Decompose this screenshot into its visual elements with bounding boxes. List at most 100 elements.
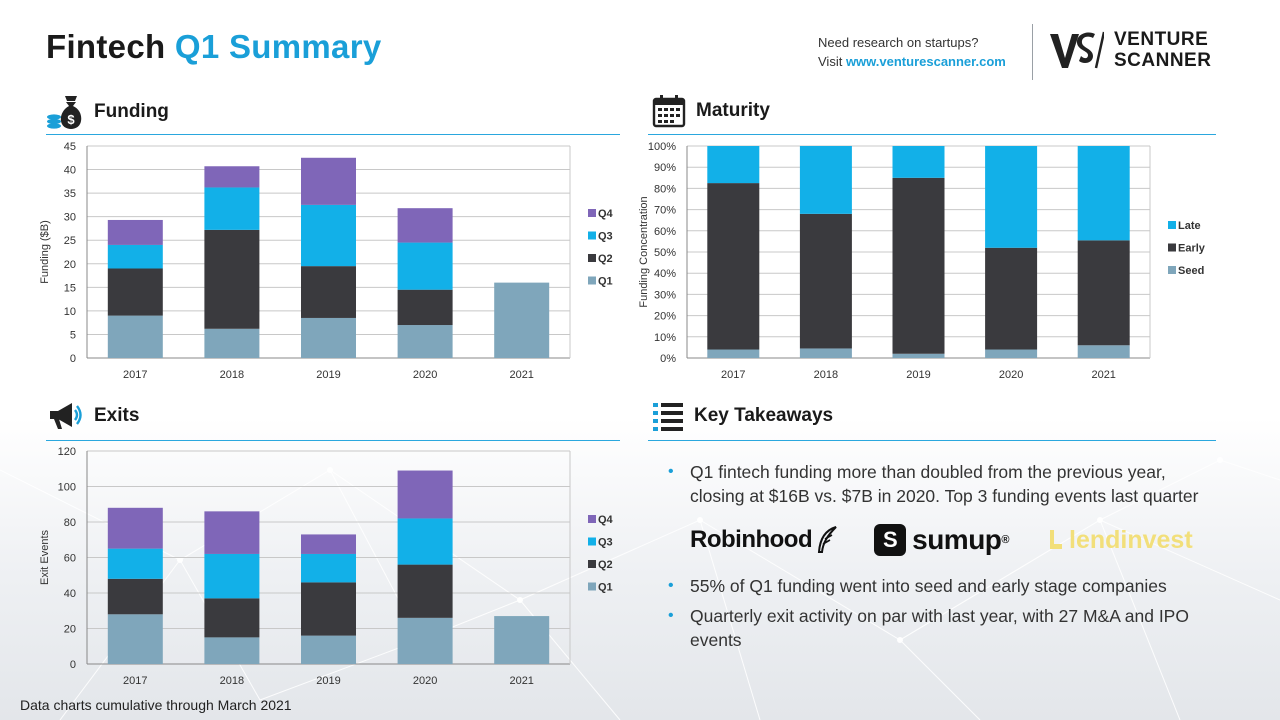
x-tick-label: 2019 bbox=[316, 369, 340, 381]
legend-swatch bbox=[588, 209, 596, 217]
bar-segment-seed bbox=[799, 348, 852, 358]
bar-segment-q2 bbox=[397, 289, 453, 326]
legend-label: Q4 bbox=[598, 208, 614, 220]
logo-wordmark: VENTURE SCANNER bbox=[1114, 29, 1211, 71]
bar-segment-early bbox=[985, 247, 1038, 350]
bar-segment-q1 bbox=[301, 635, 356, 664]
y-tick-label: 100% bbox=[648, 141, 676, 153]
bar-segment-q3 bbox=[107, 548, 163, 579]
y-tick-label: 20 bbox=[64, 624, 76, 636]
y-tick-label: 40 bbox=[64, 165, 76, 177]
y-tick-label: 0 bbox=[70, 353, 76, 365]
bar-segment-q2 bbox=[204, 229, 260, 329]
y-axis-label: Funding ($B) bbox=[39, 220, 51, 284]
bar-segment-q4 bbox=[204, 511, 260, 554]
vs-logo-mark bbox=[1050, 31, 1104, 69]
legend-swatch bbox=[588, 537, 596, 546]
bar-segment-q1 bbox=[204, 328, 260, 358]
bar-segment-q2 bbox=[301, 266, 356, 318]
y-tick-label: 45 bbox=[64, 141, 76, 153]
legend-swatch bbox=[588, 560, 596, 568]
y-axis-label: Funding Concentration bbox=[638, 196, 650, 307]
bar-segment-q3 bbox=[204, 187, 260, 230]
y-tick-label: 60 bbox=[64, 553, 76, 565]
y-tick-label: 25 bbox=[64, 235, 76, 247]
bar-segment-q3 bbox=[107, 244, 163, 269]
research-prefix: Visit bbox=[818, 54, 846, 69]
bar-segment-q1 bbox=[397, 617, 453, 664]
bullet-dot: • bbox=[668, 577, 674, 594]
x-tick-label: 2019 bbox=[906, 369, 930, 381]
bar-segment-q4 bbox=[301, 534, 356, 554]
svg-text:$: $ bbox=[67, 112, 75, 127]
y-tick-label: 0 bbox=[70, 659, 76, 671]
maturity-section-header: Maturity bbox=[652, 94, 770, 128]
x-tick-label: 2020 bbox=[413, 369, 437, 381]
legend-swatch bbox=[588, 231, 596, 240]
y-tick-label: 5 bbox=[70, 329, 76, 341]
x-tick-label: 2021 bbox=[509, 675, 533, 687]
exits-rule bbox=[46, 440, 620, 441]
legend-swatch bbox=[588, 515, 596, 523]
y-tick-label: 90% bbox=[654, 162, 676, 174]
legend-swatch bbox=[588, 582, 596, 591]
bar-segment-early bbox=[892, 177, 945, 354]
y-tick-label: 40% bbox=[654, 268, 676, 280]
page-title-part1: Fintech bbox=[46, 28, 166, 65]
x-tick-label: 2020 bbox=[413, 675, 437, 687]
sumup-s-icon: S bbox=[874, 524, 907, 556]
bar-segment-seed bbox=[985, 349, 1038, 358]
logo-line2: SCANNER bbox=[1114, 50, 1212, 71]
legend-label: Q3 bbox=[598, 231, 613, 243]
legend-swatch bbox=[1168, 221, 1176, 229]
x-tick-label: 2017 bbox=[721, 369, 745, 381]
takeaways-section-header: Key Takeaways bbox=[652, 400, 833, 432]
bar-segment-late bbox=[799, 146, 852, 214]
bar-segment-q4 bbox=[204, 166, 260, 188]
robinhood-wordmark: Robinhood bbox=[690, 526, 813, 553]
bar-segment-q3 bbox=[301, 204, 356, 267]
bar-segment-q4 bbox=[301, 157, 356, 205]
funding-section-title: Funding bbox=[94, 101, 169, 122]
bar-segment-seed bbox=[1077, 345, 1130, 358]
bar-segment-q3 bbox=[204, 553, 260, 599]
footer-note: Data charts cumulative through March 202… bbox=[20, 697, 292, 713]
maturity-chart: 0% 10% 20% 30% 40% 50% 60% 70% 80% 90% 100% Funding… bbox=[638, 141, 1206, 381]
venture-scanner-logo: VENTURE SCANNER bbox=[1048, 28, 1211, 72]
bar-segment-q4 bbox=[107, 507, 163, 549]
x-tick-label: 2020 bbox=[999, 369, 1023, 381]
research-question: Need research on startups? bbox=[818, 35, 979, 50]
calendar-icon bbox=[652, 94, 686, 128]
research-link[interactable]: www.venturescanner.com bbox=[845, 54, 1006, 69]
bar-segment-q1 bbox=[107, 614, 163, 664]
takeaway-bullet-3: • Quarterly exit activity on par with la… bbox=[668, 604, 1208, 652]
x-tick-label: 2017 bbox=[123, 369, 147, 381]
money-bag-icon: $ bbox=[46, 94, 84, 130]
bar-segment-q4 bbox=[107, 219, 163, 245]
y-tick-label: 20% bbox=[654, 311, 676, 323]
x-tick-label: 2018 bbox=[220, 675, 244, 687]
bar-segment-q1 bbox=[494, 616, 550, 664]
maturity-section-title: Maturity bbox=[696, 100, 770, 121]
y-tick-label: 100 bbox=[58, 482, 76, 494]
bar-segment-q1 bbox=[494, 282, 550, 358]
y-tick-label: 50% bbox=[654, 247, 676, 259]
y-tick-label: 30% bbox=[654, 289, 676, 301]
exits-chart: 0 20 40 60 80 100 120 Exit Events 2017 2018 2019 20… bbox=[39, 446, 614, 687]
bar-segment-q2 bbox=[107, 268, 163, 316]
legend-label: Q4 bbox=[598, 514, 614, 526]
exits-section-title: Exits bbox=[94, 405, 140, 426]
legend-label: Q3 bbox=[598, 537, 613, 549]
legend-swatch bbox=[588, 276, 596, 285]
y-axis-label: Exit Events bbox=[39, 529, 51, 585]
research-promo: Need research on startups? Visit www.ven… bbox=[818, 33, 1006, 71]
y-tick-label: 30 bbox=[64, 212, 76, 224]
lendinvest-mark-icon bbox=[1050, 530, 1063, 549]
takeaways-list: • Q1 fintech funding more than doubled f… bbox=[668, 460, 1208, 658]
funding-rule bbox=[46, 134, 620, 135]
takeaways-section-title: Key Takeaways bbox=[694, 405, 834, 426]
exits-section-header: Exits bbox=[46, 400, 139, 432]
funding-section-header: $ Funding bbox=[46, 94, 169, 130]
research-visit-line: Visit www.venturescanner.com bbox=[818, 52, 1006, 71]
bar-segment-q2 bbox=[204, 598, 260, 638]
